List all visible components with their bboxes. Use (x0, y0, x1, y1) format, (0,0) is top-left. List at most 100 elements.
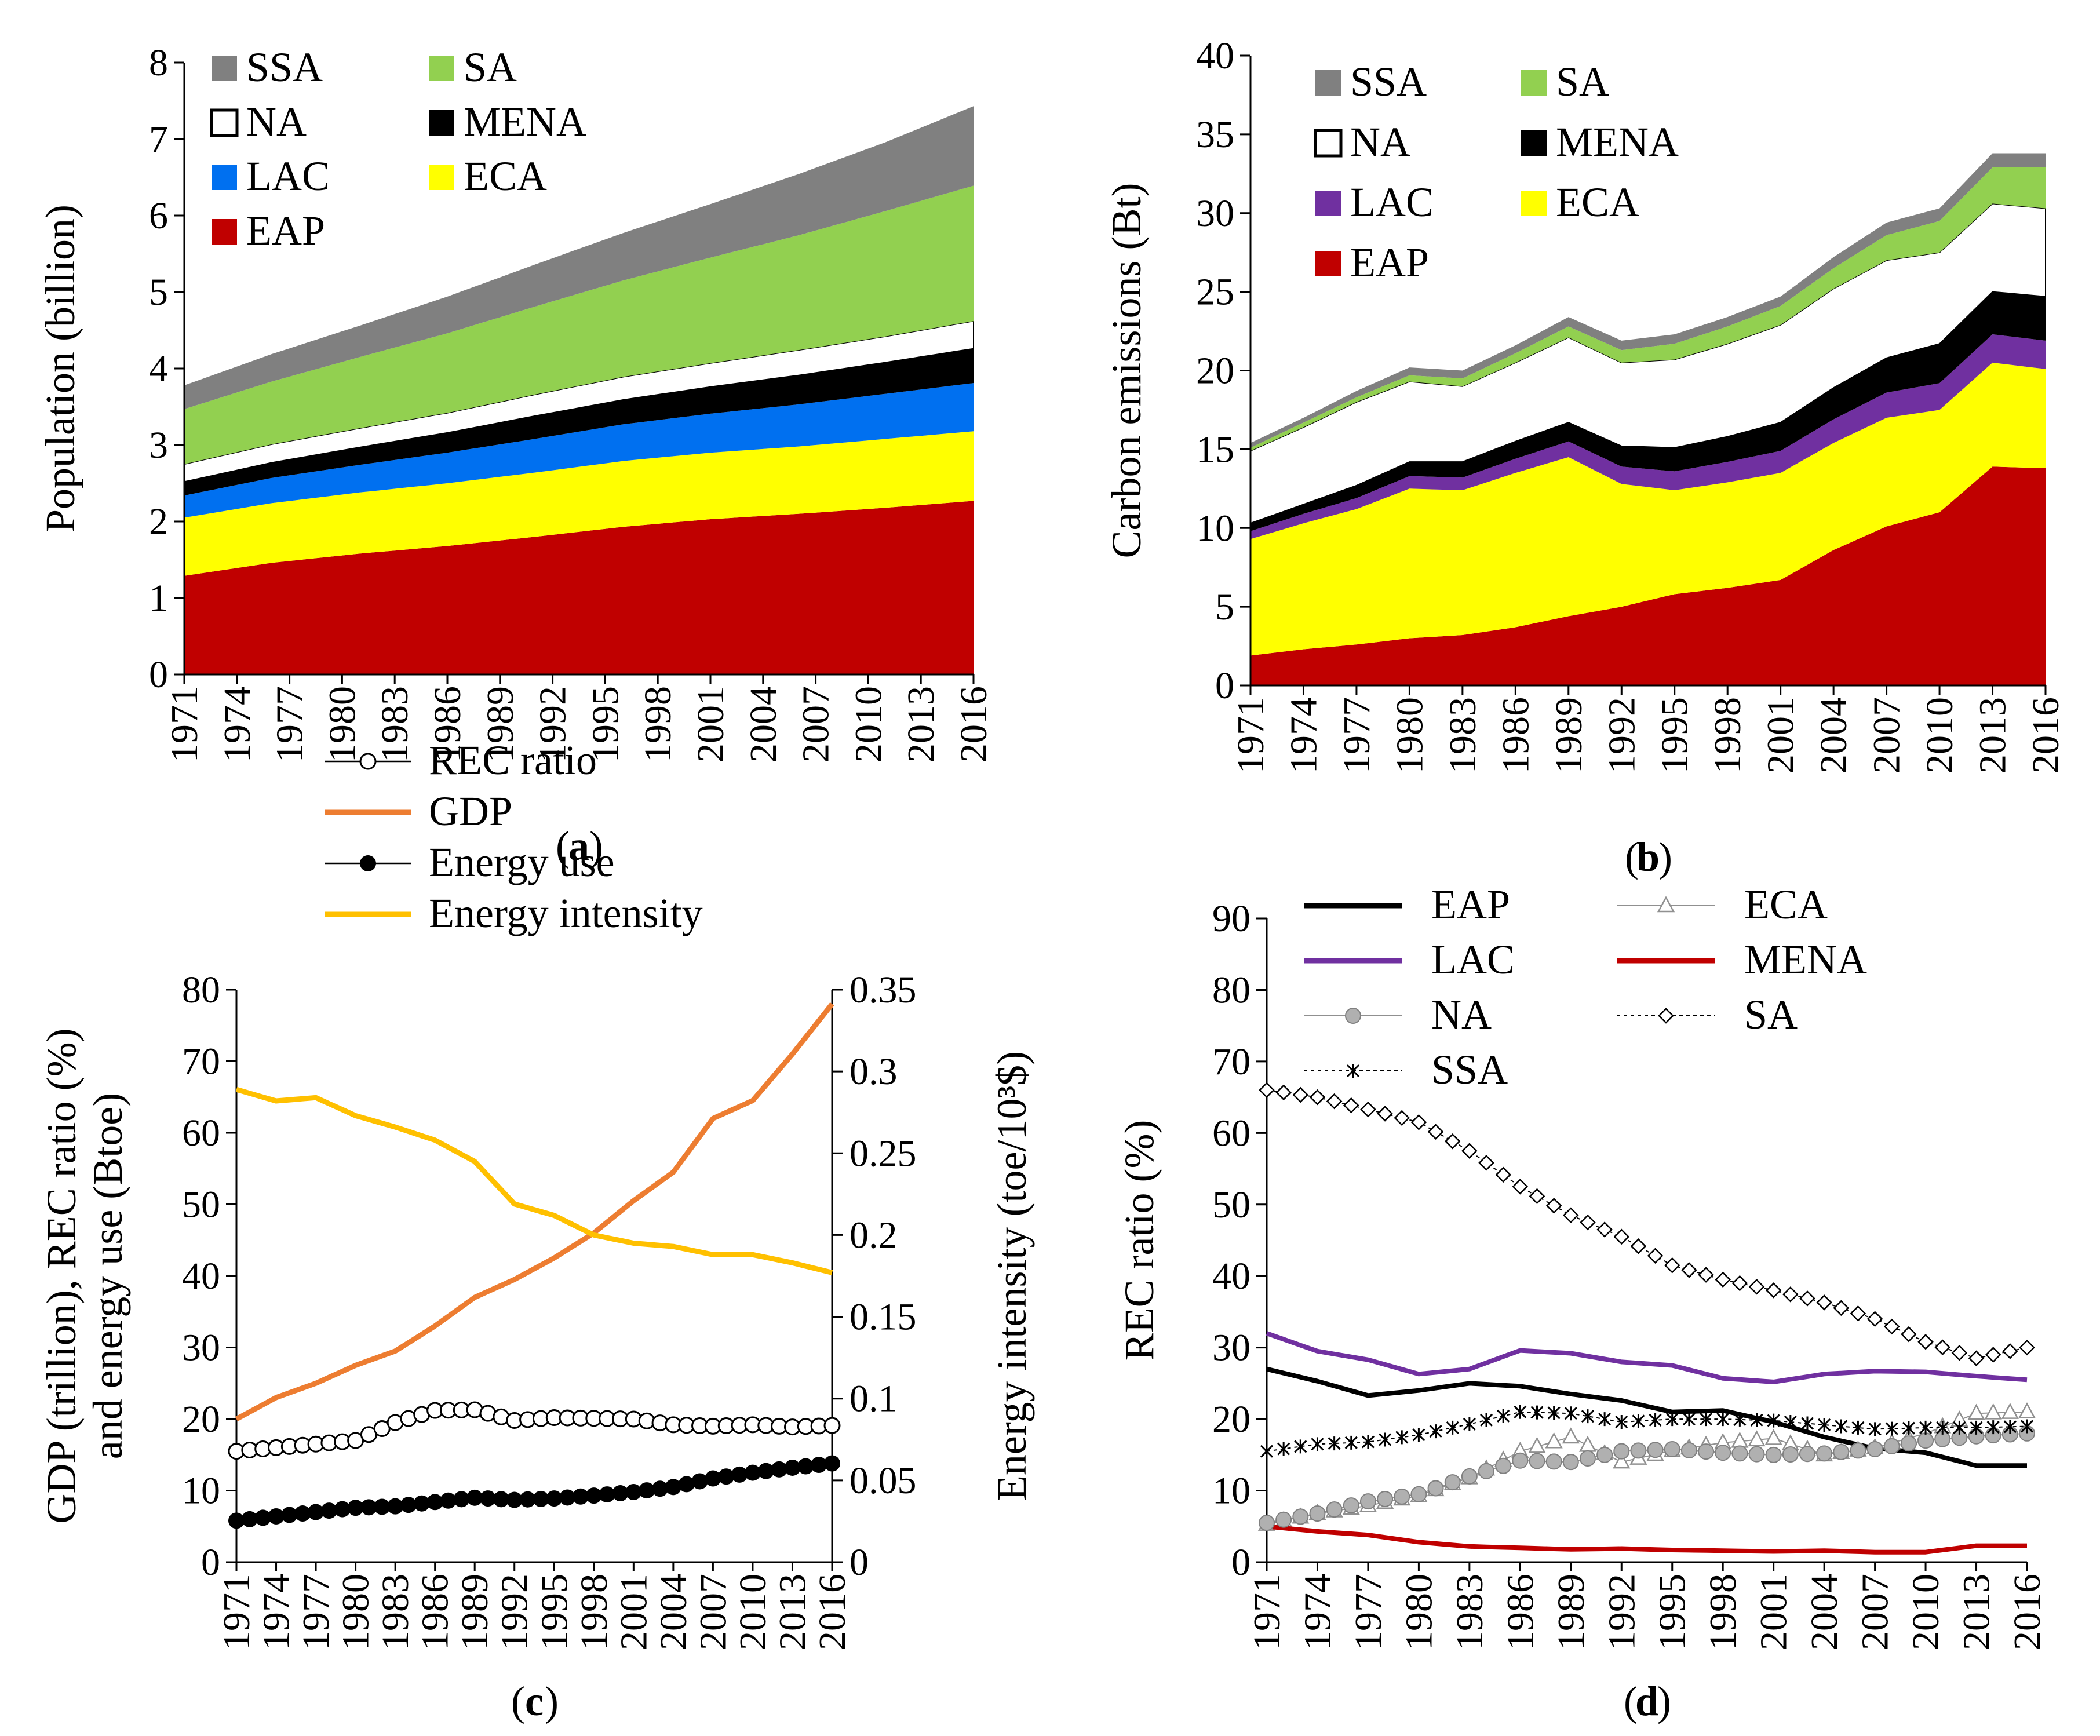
data-point-sa (1833, 1300, 1850, 1316)
data-point-energy-use (374, 1498, 391, 1515)
data-point-ssa (1598, 1412, 1612, 1427)
data-point-na (1292, 1508, 1309, 1525)
data-point-na (1259, 1515, 1275, 1531)
data-point-eca (1731, 1431, 1749, 1448)
data-point-ssa (1277, 1442, 1290, 1456)
panel-label-close-paren: ) (1658, 834, 1672, 880)
data-point-na (1495, 1457, 1512, 1474)
legend-label-eca: ECA (464, 153, 547, 199)
data-point-na (1698, 1443, 1715, 1460)
data-point-na (1917, 1432, 1934, 1449)
y-tick-label: 20 (1212, 1398, 1250, 1440)
data-point-energy-use (599, 1486, 615, 1503)
data-point-sa (1715, 1271, 1731, 1288)
data-point-ssa (1970, 1420, 1983, 1435)
legend-marker-rec-ratio (359, 753, 377, 770)
x-tick-label: 1989 (1548, 697, 1590, 774)
data-point-sa (1850, 1305, 1866, 1322)
data-point-ssa (1936, 1420, 1949, 1435)
area-mena (1250, 291, 2046, 531)
data-point-ssa (1311, 1437, 1324, 1451)
y-tick-label: 3 (149, 424, 168, 466)
data-point-ssa (1818, 1417, 1831, 1432)
data-point-energy-use (519, 1491, 536, 1508)
y-tick-label: 30 (182, 1327, 220, 1369)
data-point-sa (1816, 1294, 1832, 1311)
legend-swatch-ssa (212, 56, 237, 81)
panel-b-carbon-emissions-chart: 0 5 10 15 20 25 30 35 40 1971 1974 1977 1980 1983 1986… (1103, 35, 2067, 880)
panel-label: d (1635, 1678, 1658, 1724)
data-point-ssa (1800, 1416, 1814, 1431)
y-axis-title: Carbon emissions (Bt) (1103, 183, 1150, 559)
y-tick-label: 5 (149, 271, 168, 313)
data-point-sa (2002, 1343, 2018, 1359)
data-point-eca (1748, 1430, 1766, 1447)
x-tick-label: 1983 (1449, 1574, 1491, 1650)
x-tick-label: 2004 (1813, 697, 1855, 774)
data-point-sa (1799, 1290, 1815, 1307)
x-tick-label: 2010 (1919, 697, 1961, 774)
panel-label-close-paren: ) (545, 1678, 559, 1724)
data-point-energy-use (334, 1501, 351, 1518)
legend-label-lac: LAC (246, 153, 330, 199)
y-tick-label: 5 (1215, 586, 1234, 628)
x-tick-label: 1995 (1651, 1574, 1694, 1650)
legend-swatch-ssa (1315, 70, 1341, 96)
data-point-sa (1410, 1114, 1427, 1130)
data-point-ssa (1479, 1413, 1493, 1427)
x-tick-label: 1977 (269, 686, 311, 763)
data-point-sa (1478, 1155, 1494, 1171)
data-point-na (1850, 1442, 1866, 1459)
data-point-ssa (1665, 1412, 1679, 1427)
data-point-na (1647, 1442, 1664, 1458)
data-point-ssa (1699, 1412, 1713, 1427)
data-point-na (1394, 1488, 1410, 1505)
y-tick-label: 70 (182, 1041, 220, 1083)
data-point-sa (1765, 1282, 1782, 1299)
data-point-ssa (1986, 1420, 2000, 1435)
x-tick-label: 1995 (1654, 697, 1696, 774)
data-point-sa (1664, 1257, 1680, 1274)
data-point-na (1866, 1440, 1883, 1457)
y-tick-label: 6 (149, 195, 168, 237)
x-tick-label: 1977 (1347, 1574, 1390, 1650)
x-tick-label: 1971 (163, 686, 206, 763)
data-point-ssa (2020, 1419, 2034, 1434)
right-y-axis-title: Energy intensity (toe/10³$) (989, 1051, 1035, 1501)
y-tick-label: 10 (1212, 1470, 1250, 1512)
data-point-ssa (1885, 1421, 1898, 1436)
data-point-ssa (1919, 1420, 1933, 1435)
data-point-energy-use (612, 1485, 629, 1502)
legend-label-mena: MENA (1556, 119, 1679, 165)
data-point-ssa (1564, 1406, 1577, 1421)
legend-swatch-mena (429, 110, 454, 136)
data-point-sa (1343, 1097, 1359, 1114)
data-point-sa (1545, 1198, 1562, 1214)
data-point-sa (1377, 1106, 1393, 1122)
y-tick-label: 2 (149, 501, 168, 543)
y-axis-title: REC ratio (%) (1116, 1120, 1162, 1361)
data-point-na (1326, 1501, 1343, 1518)
data-point-eca (1967, 1403, 1985, 1420)
data-point-na (1410, 1486, 1427, 1502)
x-tick-label: 1971 (1230, 697, 1272, 774)
x-tick-label: 1980 (335, 1574, 377, 1650)
legend-label-eap: EAP (1431, 881, 1510, 928)
data-point-ssa (1632, 1414, 1645, 1428)
data-point-energy-use (281, 1507, 298, 1523)
legend-label-ssa: SSA (246, 44, 323, 90)
data-point-energy-use (652, 1480, 669, 1497)
right-y-tick-label: 0.2 (850, 1214, 898, 1256)
legend-swatch-na (210, 108, 239, 137)
data-point-sa (1866, 1311, 1883, 1327)
x-tick-label: 2016 (2006, 1574, 2048, 1650)
legend-swatch-sa (429, 56, 454, 81)
data-point-energy-use (241, 1511, 258, 1527)
legend-label-mena: MENA (464, 99, 586, 145)
data-point-eca (1984, 1403, 2002, 1420)
data-point-sa (1782, 1286, 1799, 1303)
data-point-eca (1764, 1428, 1782, 1445)
right-y-tick-label: 0 (850, 1541, 869, 1584)
data-point-sa (1934, 1339, 1950, 1356)
